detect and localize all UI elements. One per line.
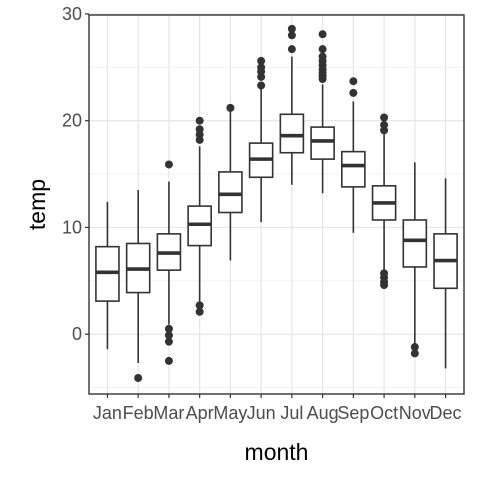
x-tick-label: Feb <box>123 403 154 423</box>
x-tick-label: Mar <box>153 403 184 423</box>
box-body <box>402 219 428 268</box>
box-nov <box>402 162 428 358</box>
x-tick-label: May <box>213 403 247 423</box>
outlier-point <box>318 30 327 39</box>
outlier-point <box>164 331 173 340</box>
box-dec <box>433 178 458 369</box>
x-tick-label: Jan <box>93 403 122 423</box>
x-tick-label: Dec <box>430 403 462 423</box>
grid-minor <box>89 66 464 388</box>
box-body <box>341 150 366 188</box>
y-tick-label: 30 <box>62 4 82 24</box>
outlier-point <box>257 72 266 81</box>
x-tick-label: Jul <box>280 403 303 423</box>
outlier-point <box>410 349 419 358</box>
y-tick-label: 20 <box>62 111 82 131</box>
x-axis-title: month <box>245 439 309 465</box>
y-axis: 0 10 20 30 <box>62 4 89 344</box>
x-tick-label: Jun <box>247 403 276 423</box>
box-body <box>279 113 305 154</box>
outlier-point <box>195 116 204 125</box>
x-tick-label: Aug <box>307 403 339 423</box>
box-oct <box>371 113 397 290</box>
outlier-point <box>195 301 204 310</box>
outlier-point <box>164 160 173 169</box>
x-tick-label: Oct <box>370 403 398 423</box>
outlier-point <box>380 113 389 122</box>
outlier-point <box>164 324 173 333</box>
y-tick-label: 0 <box>72 324 82 344</box>
outlier-point <box>257 56 266 65</box>
outlier-point <box>195 307 204 316</box>
box-sep <box>341 77 366 233</box>
outlier-point <box>195 135 204 144</box>
box-may <box>218 103 243 261</box>
panel-border <box>88 14 465 395</box>
outlier-point <box>318 75 327 84</box>
outlier-point <box>164 356 173 365</box>
outlier-point <box>287 45 296 54</box>
box-jan <box>95 201 120 350</box>
outlier-point <box>318 45 327 54</box>
outlier-point <box>226 103 235 112</box>
outlier-point <box>287 24 296 33</box>
outlier-point <box>380 281 389 290</box>
x-tick-label: Nov <box>399 403 431 423</box>
outlier-point <box>134 373 143 382</box>
box-jun <box>248 56 274 223</box>
grid-major <box>89 13 464 394</box>
box-jul <box>279 24 305 185</box>
y-tick-label: 10 <box>62 217 82 237</box>
outlier-point <box>287 31 296 40</box>
outlier-point <box>349 88 358 97</box>
outlier-point <box>380 126 389 135</box>
outlier-point <box>349 77 358 86</box>
outlier-point <box>164 337 173 346</box>
box-aug <box>310 30 335 194</box>
box-body <box>218 171 243 214</box>
x-tick-label: Apr <box>186 403 214 423</box>
box-feb <box>125 190 151 382</box>
box-apr <box>187 116 212 316</box>
box-body <box>310 126 335 160</box>
x-tick-label: Sep <box>337 403 369 423</box>
outlier-point <box>257 81 266 90</box>
y-axis-title: temp <box>24 179 50 230</box>
outlier-point <box>410 343 419 352</box>
box-mar <box>156 160 182 365</box>
boxes-layer <box>95 24 458 382</box>
